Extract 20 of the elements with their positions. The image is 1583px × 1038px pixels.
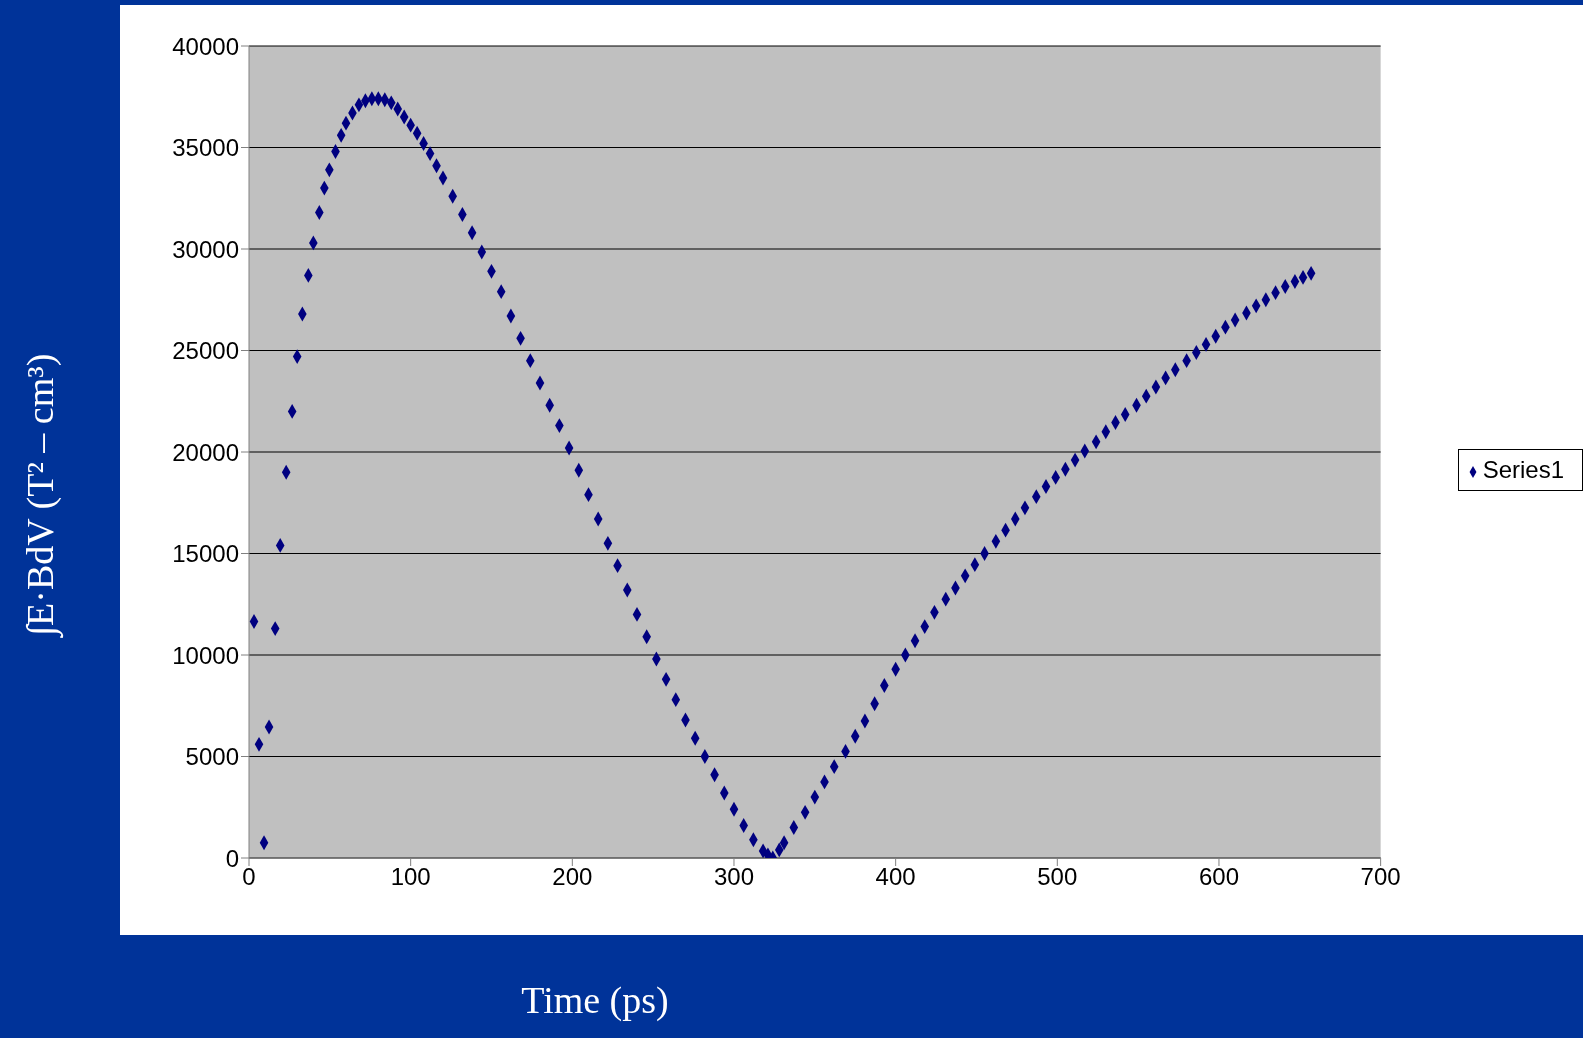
legend-label: Series1 bbox=[1482, 456, 1564, 483]
x-tick-label: 0 bbox=[242, 863, 256, 891]
y-tick-label: 25000 bbox=[172, 337, 239, 365]
y-tick-label: 5000 bbox=[185, 743, 239, 771]
y-tick-label: 40000 bbox=[172, 32, 239, 60]
y-tick-label: 35000 bbox=[172, 134, 239, 162]
y-tick-label: 20000 bbox=[172, 438, 239, 466]
y-tick-label: 0 bbox=[225, 844, 239, 872]
y-tick-label: 10000 bbox=[172, 641, 239, 669]
x-tick-label: 500 bbox=[1037, 863, 1078, 891]
x-tick-label: 600 bbox=[1198, 863, 1239, 891]
y-axis-title: ∫E·BdV (T² – cm³) bbox=[18, 353, 62, 637]
y-tick-label: 15000 bbox=[172, 540, 239, 568]
x-tick-label: 200 bbox=[552, 863, 593, 891]
x-axis-title: Time (ps) bbox=[521, 978, 669, 1022]
x-tick-label: 700 bbox=[1360, 863, 1401, 891]
x-tick-label: 300 bbox=[713, 863, 755, 891]
x-tick-label: 400 bbox=[875, 863, 916, 891]
y-tick-label: 30000 bbox=[172, 235, 239, 263]
x-tick-label: 100 bbox=[390, 863, 431, 891]
